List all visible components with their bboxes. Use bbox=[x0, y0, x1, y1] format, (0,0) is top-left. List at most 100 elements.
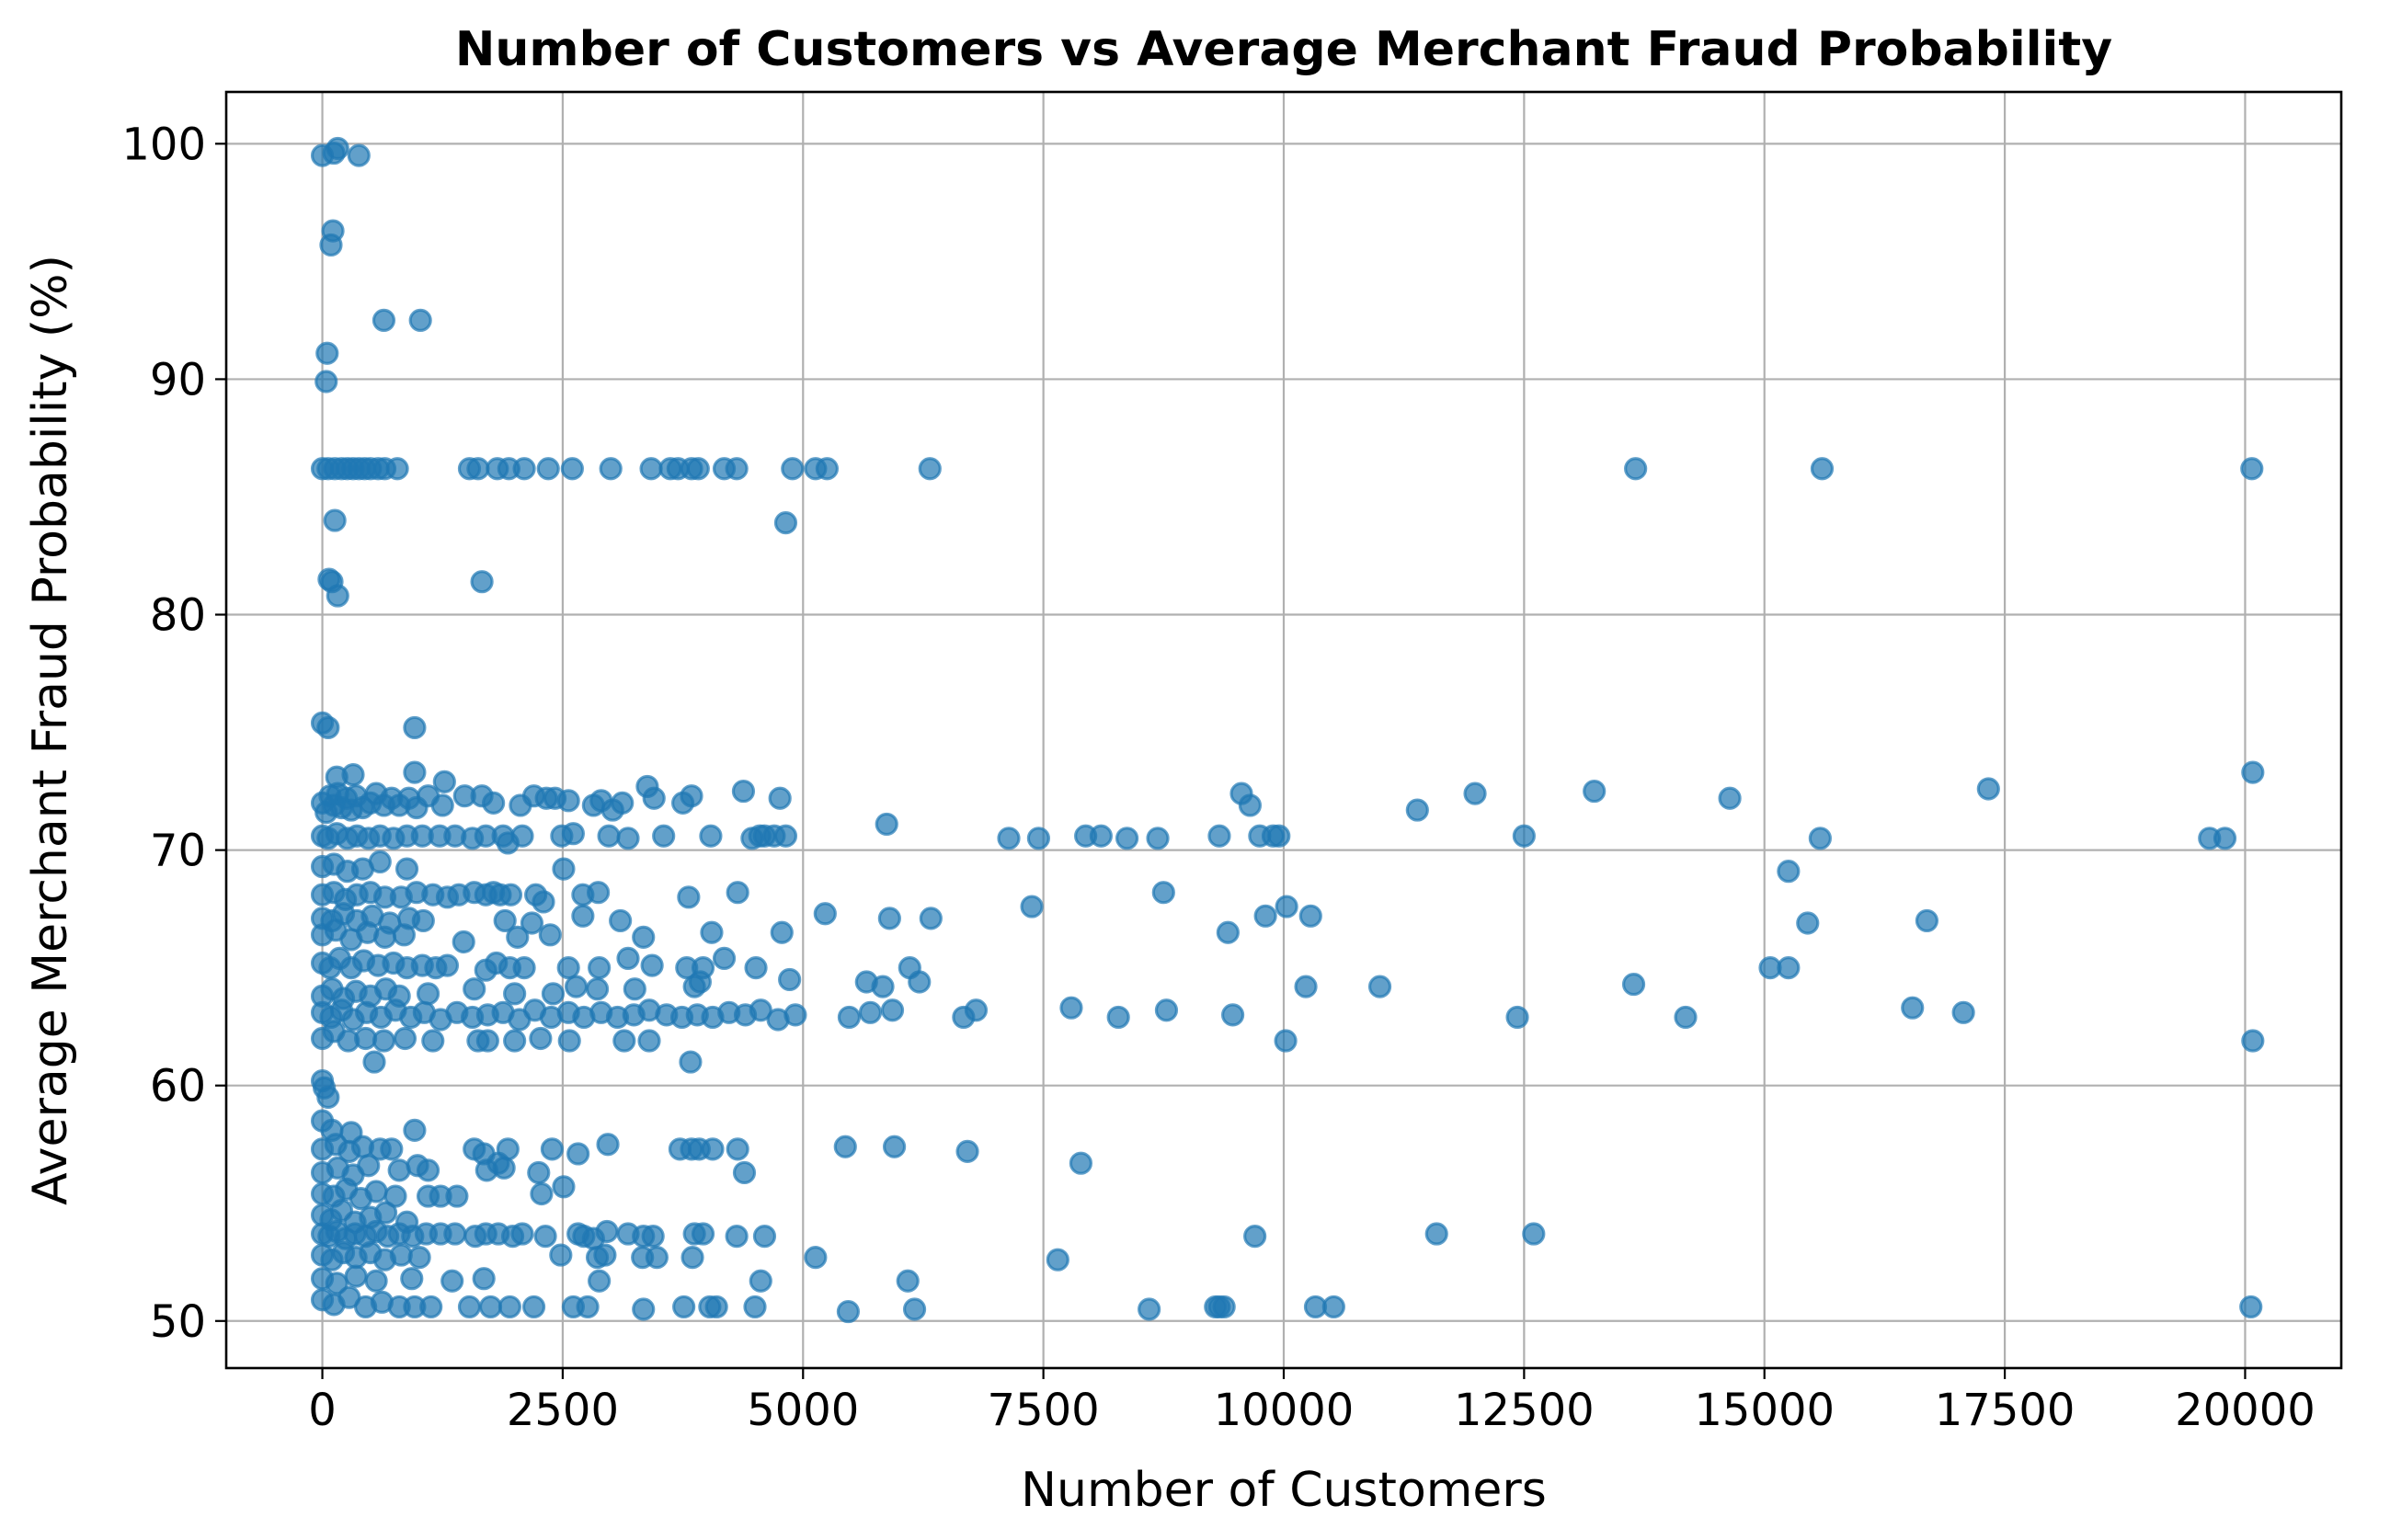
data-point bbox=[1151, 881, 1175, 905]
data-point bbox=[623, 977, 646, 1001]
data-point bbox=[1267, 824, 1291, 848]
data-point bbox=[380, 1137, 404, 1161]
data-point bbox=[497, 1295, 522, 1319]
data-point bbox=[588, 956, 612, 980]
data-point bbox=[408, 308, 432, 333]
data-point bbox=[699, 824, 723, 848]
data-point bbox=[407, 1246, 431, 1270]
data-point bbox=[411, 908, 435, 933]
data-point bbox=[472, 1267, 496, 1291]
data-point bbox=[596, 1133, 620, 1157]
data-point bbox=[616, 946, 640, 971]
data-point bbox=[726, 881, 749, 905]
y-tick-label: 80 bbox=[150, 590, 206, 642]
data-point bbox=[416, 982, 440, 1006]
data-point bbox=[1238, 793, 1263, 817]
data-point bbox=[385, 457, 409, 481]
x-tick-label: 10000 bbox=[1214, 1385, 1355, 1436]
data-point bbox=[503, 1029, 527, 1053]
data-point bbox=[466, 457, 490, 481]
data-point bbox=[1777, 860, 1801, 884]
data-point bbox=[599, 457, 623, 481]
grid bbox=[226, 92, 2341, 1368]
data-point bbox=[908, 970, 932, 994]
data-point bbox=[527, 1160, 551, 1185]
data-point bbox=[1146, 827, 1170, 850]
data-point bbox=[1624, 457, 1648, 481]
data-point bbox=[1505, 1005, 1529, 1030]
data-point bbox=[773, 511, 798, 535]
data-point bbox=[403, 1118, 427, 1142]
y-tick-label: 60 bbox=[150, 1061, 206, 1112]
data-point bbox=[549, 1243, 573, 1267]
data-point bbox=[536, 457, 560, 481]
data-point bbox=[478, 1295, 503, 1319]
data-point bbox=[529, 1026, 553, 1051]
data-point bbox=[743, 1295, 767, 1319]
data-point bbox=[533, 1224, 557, 1249]
data-point bbox=[652, 824, 676, 848]
data-point bbox=[440, 1269, 464, 1293]
data-point bbox=[770, 920, 794, 944]
data-point bbox=[877, 907, 901, 930]
data-points bbox=[310, 136, 2265, 1324]
data-point bbox=[896, 1269, 920, 1293]
data-point bbox=[804, 1246, 828, 1270]
data-point bbox=[372, 1029, 396, 1053]
data-point bbox=[316, 715, 340, 740]
data-point bbox=[1808, 827, 1832, 850]
data-point bbox=[586, 881, 611, 905]
data-point bbox=[452, 930, 475, 954]
data-point bbox=[783, 1003, 807, 1027]
data-point bbox=[556, 956, 580, 980]
data-point bbox=[1405, 798, 1429, 822]
y-tick-label: 50 bbox=[150, 1296, 206, 1348]
data-point bbox=[645, 1246, 669, 1270]
data-point bbox=[585, 977, 610, 1001]
data-point bbox=[482, 791, 506, 815]
data-point bbox=[1275, 895, 1298, 918]
data-point bbox=[686, 457, 710, 481]
plot-frame bbox=[224, 90, 2343, 1370]
data-point bbox=[612, 1029, 636, 1053]
data-point bbox=[557, 1029, 581, 1053]
data-point bbox=[918, 457, 942, 481]
data-point bbox=[498, 883, 523, 907]
data-point bbox=[416, 1158, 440, 1182]
data-point bbox=[552, 857, 576, 881]
data-point bbox=[1026, 827, 1051, 850]
data-point bbox=[833, 1135, 857, 1158]
data-point bbox=[364, 1180, 388, 1203]
data-point bbox=[521, 1295, 546, 1319]
data-point bbox=[632, 925, 656, 949]
data-point bbox=[815, 457, 840, 481]
data-point bbox=[344, 1264, 368, 1288]
data-point bbox=[732, 1160, 757, 1185]
data-point bbox=[552, 1175, 576, 1199]
data-point bbox=[492, 1156, 516, 1180]
data-point bbox=[1512, 824, 1536, 848]
data-point bbox=[595, 1219, 619, 1244]
data-point bbox=[588, 1269, 612, 1293]
data-point bbox=[597, 824, 621, 848]
data-point bbox=[532, 890, 555, 914]
data-point bbox=[475, 1029, 499, 1053]
data-point bbox=[641, 1224, 665, 1249]
data-point bbox=[326, 136, 349, 161]
data-point bbox=[902, 1297, 927, 1321]
data-point bbox=[373, 1201, 398, 1225]
x-tick-label: 15000 bbox=[1694, 1385, 1835, 1436]
data-point bbox=[1976, 777, 2000, 801]
axis-ticks: 0 2500 5000 7500 10000 12500 15000 17500 20000 50… bbox=[121, 119, 2315, 1436]
data-point bbox=[837, 1005, 862, 1030]
data-point bbox=[564, 975, 589, 998]
data-point bbox=[520, 911, 544, 935]
data-point bbox=[1207, 824, 1231, 848]
data-point bbox=[419, 1295, 443, 1319]
data-point bbox=[364, 1269, 388, 1293]
data-point bbox=[1367, 975, 1392, 998]
data-point bbox=[506, 925, 530, 949]
data-point bbox=[749, 998, 772, 1022]
data-point bbox=[1253, 904, 1277, 928]
data-point bbox=[403, 715, 427, 740]
